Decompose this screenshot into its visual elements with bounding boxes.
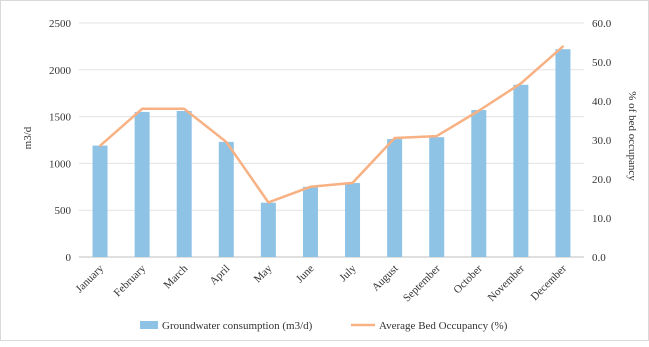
bar-series [92, 49, 571, 257]
line-point [435, 135, 438, 138]
right-tick-label: 50.0 [592, 57, 612, 69]
left-tick-label: 500 [55, 205, 72, 217]
right-tick-label: 0.0 [592, 252, 606, 264]
legend-label-line: Average Bed Occupancy (%) [379, 320, 508, 332]
gridlines [79, 22, 584, 258]
bar [555, 49, 571, 257]
line-point [477, 109, 480, 112]
x-tick-label: February [112, 262, 149, 299]
bar [134, 111, 150, 257]
line-point [267, 201, 270, 204]
line-point [393, 137, 396, 140]
bar [513, 84, 529, 257]
occupancy-line [99, 45, 564, 204]
bar [345, 183, 361, 257]
legend-label-bars: Groundwater consumption (m3/d) [162, 320, 313, 332]
x-tick-label: January [73, 262, 106, 295]
bar [302, 186, 318, 257]
bar [387, 139, 403, 257]
legend-swatch-bars [140, 321, 158, 329]
right-axis-title: % of bed occupancy [626, 91, 638, 181]
bar [260, 202, 276, 257]
x-tick-label: September [401, 262, 443, 304]
x-tick-label: December [529, 262, 570, 303]
line-point [561, 45, 564, 48]
left-tick-label: 0 [66, 252, 72, 264]
right-tick-label: 10.0 [592, 213, 612, 225]
left-tick-label: 2000 [49, 65, 72, 77]
right-tick-label: 30.0 [592, 135, 612, 147]
line-series [99, 45, 564, 204]
line-point [183, 107, 186, 110]
line-point [519, 82, 522, 85]
x-tick-label: October [451, 262, 485, 296]
x-tick-label: May [252, 262, 275, 285]
right-axis-ticks: 0.0 10.0 20.0 30.0 40.0 50.0 60.0 [592, 18, 612, 264]
line-point [141, 107, 144, 110]
left-tick-label: 1000 [49, 158, 72, 170]
x-tick-label: March [162, 262, 191, 291]
x-tick-label: August [370, 263, 401, 294]
left-axis-ticks: 0 500 1000 1500 2000 2500 [49, 18, 72, 264]
bar [218, 141, 234, 257]
x-tick-label: April [207, 263, 232, 288]
bar [429, 137, 445, 257]
bar [471, 110, 487, 257]
bar [92, 145, 108, 257]
line-point [351, 181, 354, 184]
right-tick-label: 20.0 [592, 174, 612, 186]
line-point [309, 185, 312, 188]
right-tick-label: 40.0 [592, 96, 612, 108]
line-point [225, 140, 228, 143]
x-tick-label: November [486, 262, 528, 304]
bar [176, 110, 192, 257]
left-axis-title: m3/d [22, 126, 34, 149]
right-tick-label: 60.0 [592, 18, 612, 30]
x-tick-label: July [337, 262, 359, 284]
line-point [99, 144, 102, 147]
left-tick-label: 1500 [49, 112, 72, 124]
x-tick-label: June [294, 263, 317, 286]
x-axis-ticks: January February March April May June July Augu… [73, 262, 569, 304]
left-tick-label: 2500 [49, 18, 72, 30]
legend: Groundwater consumption (m3/d) Average B… [140, 320, 508, 332]
